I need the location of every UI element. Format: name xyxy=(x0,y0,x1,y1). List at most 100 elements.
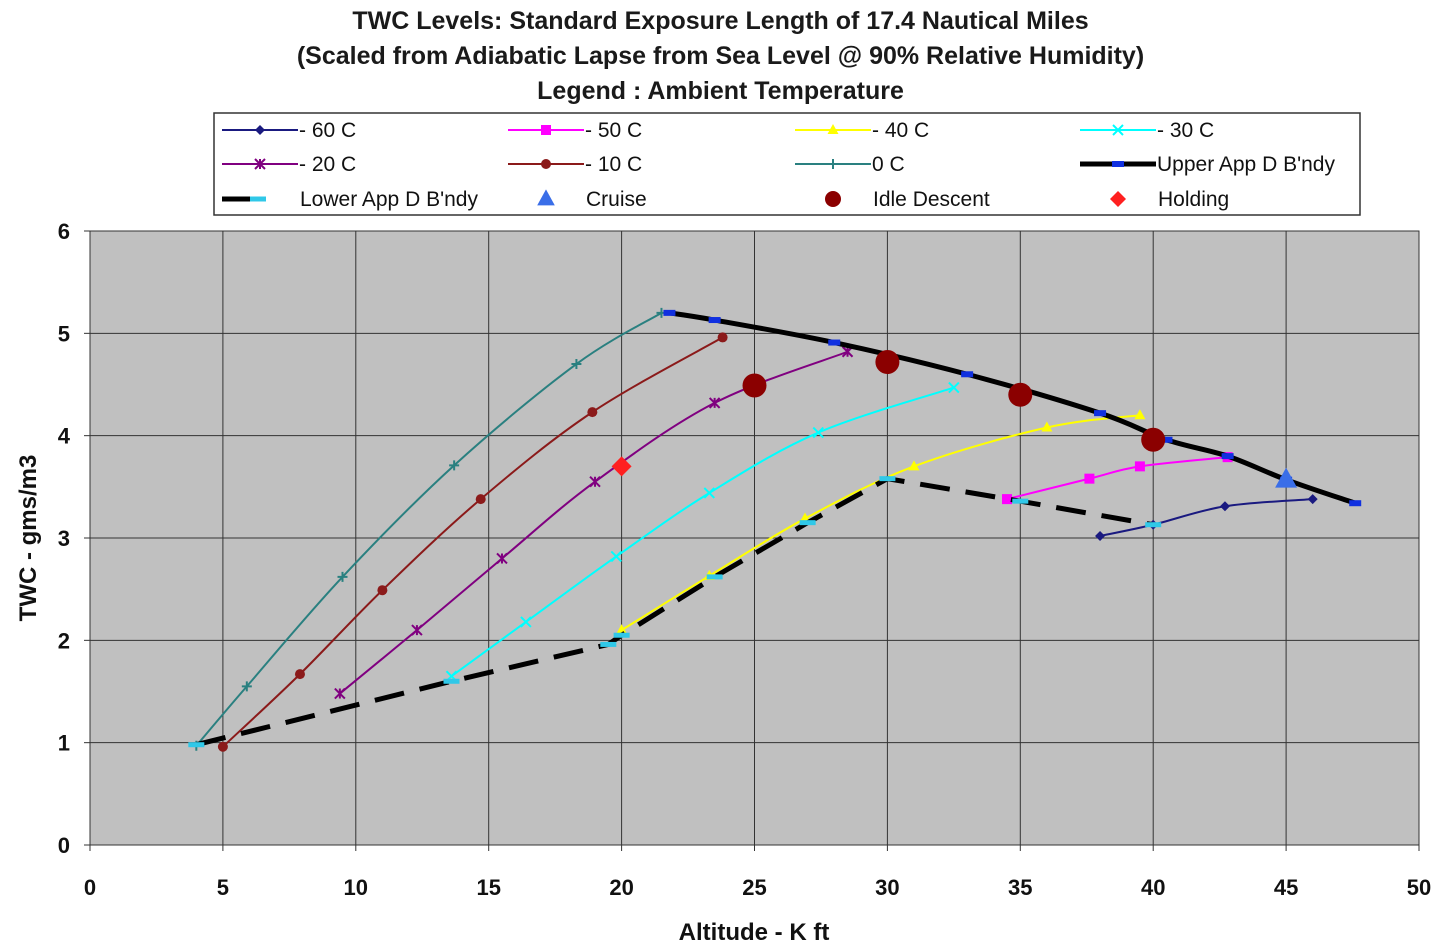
legend-item: 0 C xyxy=(795,153,905,176)
data-point xyxy=(1094,410,1107,417)
x-tick-label: 35 xyxy=(1008,875,1032,900)
x-tick-label: 0 xyxy=(84,875,96,900)
legend-marker xyxy=(250,196,266,202)
legend-marker xyxy=(825,191,841,207)
legend-label: Lower App D B'ndy xyxy=(300,188,478,211)
series-upper-app-d-b-ndy xyxy=(663,309,1362,507)
data-point xyxy=(828,339,841,346)
data-point xyxy=(1041,421,1053,432)
legend-item: - 20 C xyxy=(222,153,356,176)
data-point xyxy=(1221,453,1234,460)
data-point xyxy=(294,669,305,680)
data-point xyxy=(587,407,598,418)
y-tick-label: 1 xyxy=(58,731,70,756)
x-tick-label: 15 xyxy=(476,875,500,900)
data-point xyxy=(589,476,601,488)
data-point xyxy=(1012,498,1029,504)
data-point xyxy=(475,494,486,505)
x-tick-label: 45 xyxy=(1274,875,1298,900)
legend-marker xyxy=(828,159,838,169)
series-20-c xyxy=(334,346,854,700)
legend-item: - 10 C xyxy=(508,153,642,176)
data-point xyxy=(616,624,628,635)
data-point xyxy=(1349,500,1362,507)
data-point xyxy=(1095,530,1106,541)
data-point xyxy=(188,742,205,748)
data-point xyxy=(1145,522,1162,528)
legend-label: Cruise xyxy=(586,188,647,211)
legend-marker xyxy=(254,158,266,170)
series-line xyxy=(1006,456,1228,501)
legend-label: - 50 C xyxy=(585,119,642,142)
data-point xyxy=(610,550,622,563)
data-point xyxy=(908,460,920,471)
series-idle-descent xyxy=(742,349,1166,452)
data-point xyxy=(742,373,767,398)
series-line xyxy=(222,336,724,748)
data-point xyxy=(1008,382,1033,407)
x-tick-label: 10 xyxy=(344,875,368,900)
y-tick-label: 3 xyxy=(58,526,70,551)
legend-label: Holding xyxy=(1158,188,1229,211)
chart-title-line-3: Legend : Ambient Temperature xyxy=(537,77,904,105)
x-tick-label: 20 xyxy=(609,875,633,900)
legend-item: - 50 C xyxy=(508,119,642,142)
data-point xyxy=(812,426,824,439)
data-point xyxy=(1141,427,1166,452)
x-tick-label: 25 xyxy=(742,875,766,900)
data-point xyxy=(1084,473,1095,484)
data-point xyxy=(334,687,346,700)
x-tick-label: 5 xyxy=(217,875,229,900)
legend-label: 0 C xyxy=(872,153,905,176)
legend-item: - 30 C xyxy=(1080,119,1214,142)
data-point xyxy=(1134,409,1146,420)
chart-title-line-2: (Scaled from Adiabatic Lapse from Sea Le… xyxy=(296,42,1145,70)
legend-item: Cruise xyxy=(537,188,647,211)
legend-item: Holding xyxy=(1110,188,1229,211)
data-point xyxy=(1160,436,1173,443)
x-tick-label: 50 xyxy=(1407,875,1431,900)
legend-label: - 20 C xyxy=(299,153,356,176)
legend-marker xyxy=(541,125,551,135)
data-point xyxy=(703,487,716,499)
series-60-c xyxy=(1095,494,1318,541)
data-point xyxy=(706,574,723,580)
series-line xyxy=(1099,498,1313,537)
legend-item: Idle Descent xyxy=(825,188,990,211)
data-point xyxy=(948,381,960,394)
legend-marker xyxy=(541,159,551,169)
data-point xyxy=(571,359,582,370)
legend-marker xyxy=(1112,161,1124,167)
data-point xyxy=(708,397,721,409)
series-40-c xyxy=(616,409,1146,635)
data-point xyxy=(663,309,676,316)
data-point xyxy=(377,585,388,596)
data-point xyxy=(496,552,508,565)
data-point xyxy=(449,460,460,471)
data-point xyxy=(708,317,721,324)
series-line xyxy=(195,476,1154,748)
series-line xyxy=(669,310,1357,506)
data-point xyxy=(961,371,974,378)
data-point xyxy=(1002,494,1013,505)
data-point xyxy=(613,632,630,638)
legend-label: - 60 C xyxy=(299,119,356,142)
legend-box xyxy=(213,112,1361,216)
data-point xyxy=(217,741,228,752)
data-point xyxy=(879,476,896,482)
legend-marker xyxy=(537,189,555,206)
legend-marker xyxy=(827,124,839,134)
data-point xyxy=(1307,494,1318,505)
legend-label: - 10 C xyxy=(585,153,642,176)
data-point xyxy=(520,616,532,628)
series-30-c xyxy=(445,381,960,682)
legend-label: - 30 C xyxy=(1157,119,1214,142)
data-point xyxy=(600,641,617,647)
y-tick-label: 4 xyxy=(58,424,71,449)
data-point xyxy=(337,571,348,582)
legend-item: - 60 C xyxy=(222,119,356,142)
legend-item: Upper App D B'ndy xyxy=(1080,153,1335,176)
data-point xyxy=(1275,467,1298,488)
legend-label: Idle Descent xyxy=(873,188,990,211)
